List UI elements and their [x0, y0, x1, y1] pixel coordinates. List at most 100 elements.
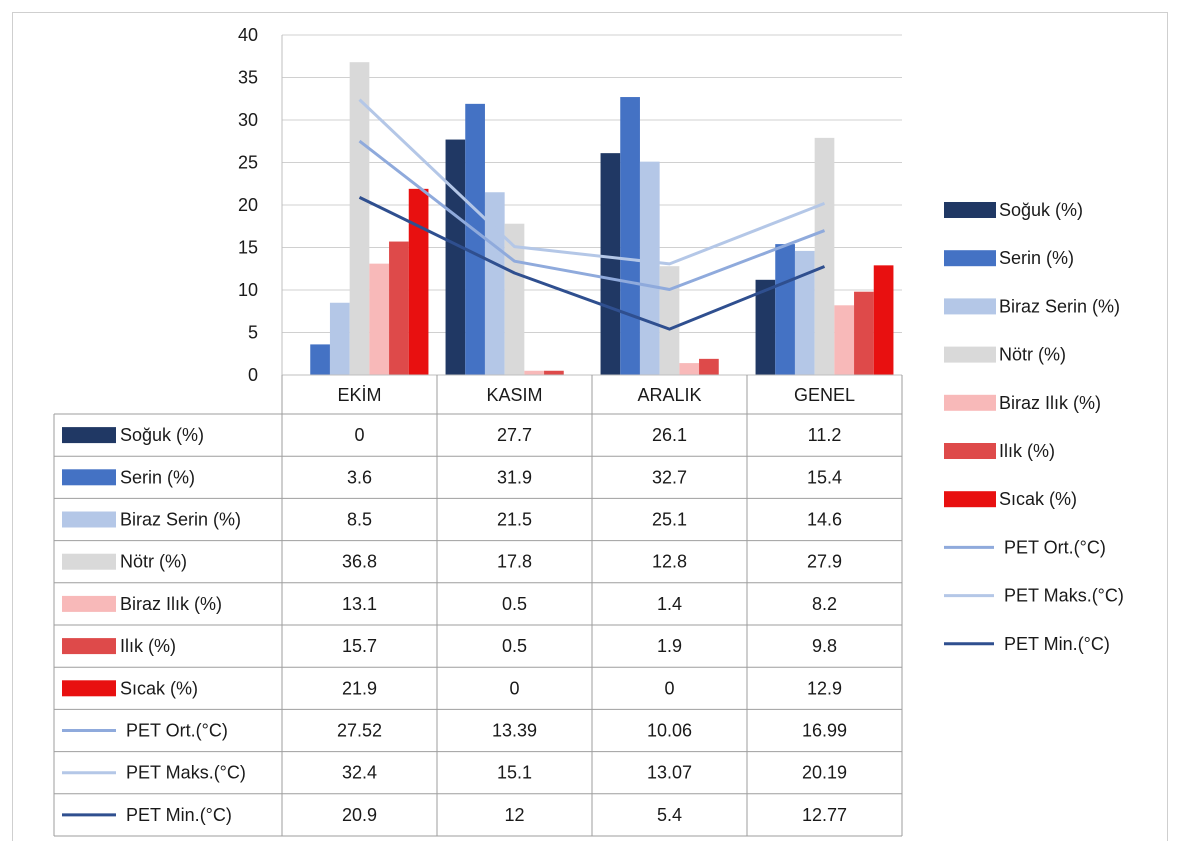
table-row-label: Biraz Serin (%)	[120, 510, 241, 530]
table-row-label: Biraz Ilık (%)	[120, 594, 222, 614]
legend-swatch	[944, 394, 996, 411]
table-cell: 27.7	[497, 425, 532, 445]
table-cell: 27.9	[807, 552, 842, 572]
x-tick-label: ARALIK	[637, 385, 701, 405]
table-cell: 12.77	[802, 805, 847, 825]
table-cell: 13.1	[342, 594, 377, 614]
table-cell: 5.4	[657, 805, 682, 825]
table-cell: 31.9	[497, 467, 532, 487]
bar	[873, 265, 894, 375]
table-cell: 13.39	[492, 721, 537, 741]
table-cell: 13.07	[647, 763, 692, 783]
table-cell: 1.4	[657, 594, 682, 614]
table-cell: 20.19	[802, 763, 847, 783]
bar	[639, 161, 660, 375]
bar	[620, 97, 640, 376]
bar	[408, 188, 429, 375]
table-row-label: Sıcak (%)	[120, 678, 198, 698]
table-legend-swatch	[62, 469, 116, 486]
table-cell: 11.2	[808, 425, 842, 445]
y-tick-label: 40	[238, 25, 258, 45]
legend-label: PET Maks.(°C)	[1004, 586, 1124, 606]
table-row-label: PET Ort.(°C)	[126, 721, 228, 741]
bar	[349, 62, 370, 375]
table-cell: 0.5	[502, 594, 527, 614]
table-cell: 8.5	[347, 510, 372, 530]
legend-label: Sıcak (%)	[999, 489, 1077, 509]
table-legend-swatch	[62, 553, 116, 570]
table-row-label: Nötr (%)	[120, 552, 187, 572]
table-cell: 10.06	[647, 721, 692, 741]
legend-label: PET Ort.(°C)	[1004, 537, 1106, 557]
table-legend-swatch	[62, 595, 116, 612]
y-tick-label: 15	[238, 238, 258, 258]
table-cell: 36.8	[342, 552, 377, 572]
bar	[834, 305, 855, 375]
legend-swatch	[944, 202, 996, 218]
table-legend-swatch	[62, 680, 116, 697]
table-cell: 21.5	[497, 510, 532, 530]
table-cell: 15.4	[807, 467, 842, 487]
y-tick-label: 20	[238, 195, 258, 215]
chart-frame	[12, 12, 1168, 841]
bar	[659, 266, 680, 375]
y-tick-label: 30	[238, 110, 258, 130]
y-tick-label: 0	[248, 365, 258, 385]
series-line	[358, 98, 826, 266]
x-tick-label: KASIM	[486, 385, 542, 405]
bar	[679, 363, 700, 375]
legend-swatch	[944, 298, 996, 315]
legend-swatch	[944, 443, 996, 459]
legend-label: Ilık (%)	[999, 441, 1055, 461]
bar	[329, 302, 350, 375]
table-cell: 26.1	[652, 425, 687, 445]
table-legend-swatch	[62, 511, 116, 528]
y-tick-label: 5	[248, 323, 258, 343]
legend-label: Serin (%)	[999, 248, 1074, 268]
table-cell: 21.9	[342, 678, 377, 698]
data-table: EKİM KASIM ARALIK GENEL Soğuk (%) 0 27.7 26.1 11…	[53, 375, 903, 837]
legend-label: Nötr (%)	[999, 345, 1066, 365]
bar	[775, 244, 795, 375]
legend-swatch	[944, 346, 996, 363]
bar	[544, 370, 564, 375]
legend-label: Biraz Serin (%)	[999, 296, 1120, 316]
table-cell: 0.5	[502, 636, 527, 656]
legend-label: Biraz Ilık (%)	[999, 393, 1101, 413]
series-line	[358, 196, 826, 331]
table-cell: 12.9	[807, 678, 842, 698]
legend-label: Soğuk (%)	[999, 200, 1083, 220]
bars	[310, 62, 894, 376]
table-cell: 9.8	[812, 636, 837, 656]
bar	[445, 139, 466, 375]
legend-swatch	[944, 491, 996, 508]
lines	[358, 98, 826, 331]
table-cell: 32.7	[652, 467, 687, 487]
bar	[465, 103, 485, 375]
table-cell: 25.1	[652, 510, 687, 530]
table-cell: 12.8	[652, 552, 687, 572]
bar	[600, 153, 621, 375]
legend-label: PET Min.(°C)	[1004, 634, 1110, 654]
table-cell: 0	[664, 678, 674, 698]
y-tick-label: 25	[238, 153, 258, 173]
bar	[699, 358, 719, 375]
table-cell: 14.6	[807, 510, 842, 530]
table-cell: 8.2	[812, 594, 837, 614]
bar	[755, 279, 776, 375]
table-cell: 15.7	[342, 636, 377, 656]
y-tick-label: 10	[238, 280, 258, 300]
table-cell: 27.52	[337, 721, 382, 741]
table-row-label: PET Maks.(°C)	[126, 763, 246, 783]
table-cell: 12	[504, 805, 524, 825]
table-cell: 0	[509, 678, 519, 698]
table-cell: 20.9	[342, 805, 377, 825]
table-cell: 32.4	[342, 763, 377, 783]
table-cell: 17.8	[497, 552, 532, 572]
legend: Soğuk (%) Serin (%) Biraz Serin (%) Nötr (%…	[944, 200, 1124, 654]
table-row-label: PET Min.(°C)	[126, 805, 232, 825]
x-tick-label: GENEL	[794, 385, 855, 405]
y-tick-label: 35	[238, 68, 258, 88]
bar	[310, 344, 330, 375]
